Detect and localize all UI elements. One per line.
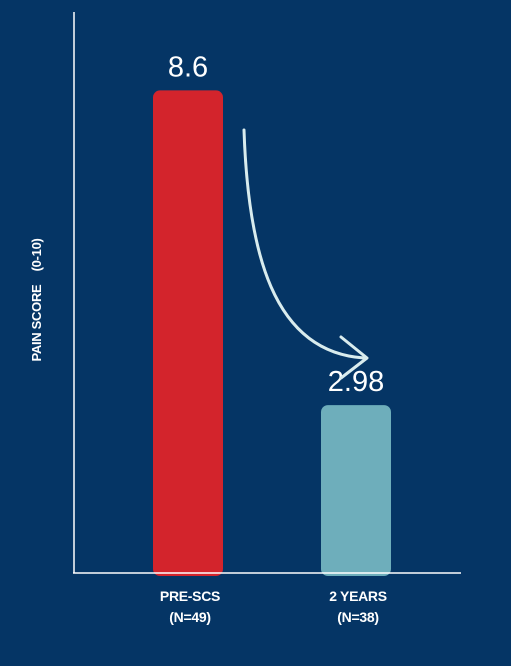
value-label-0: 8.6 <box>168 51 208 83</box>
bar-0 <box>153 90 223 577</box>
decrease-arrow-icon <box>242 128 366 360</box>
y-axis-label: PAIN SCORE (0-10) <box>29 238 44 361</box>
tick-label-0-1: (N=49) <box>169 609 210 625</box>
bar-1 <box>321 405 391 576</box>
x-tick-labels: PRE-SCS (N=49) 2 YEARS (N=38) <box>160 588 387 625</box>
value-label-1: 2.98 <box>328 366 384 398</box>
arrow-head-icon <box>339 335 369 380</box>
bar-series <box>153 90 391 577</box>
tick-label-0-0: PRE-SCS <box>160 588 220 604</box>
tick-label-1-0: 2 YEARS <box>329 588 387 604</box>
tick-label-1-1: (N=38) <box>337 609 378 625</box>
data-labels: 8.6 2.98 <box>168 51 384 398</box>
